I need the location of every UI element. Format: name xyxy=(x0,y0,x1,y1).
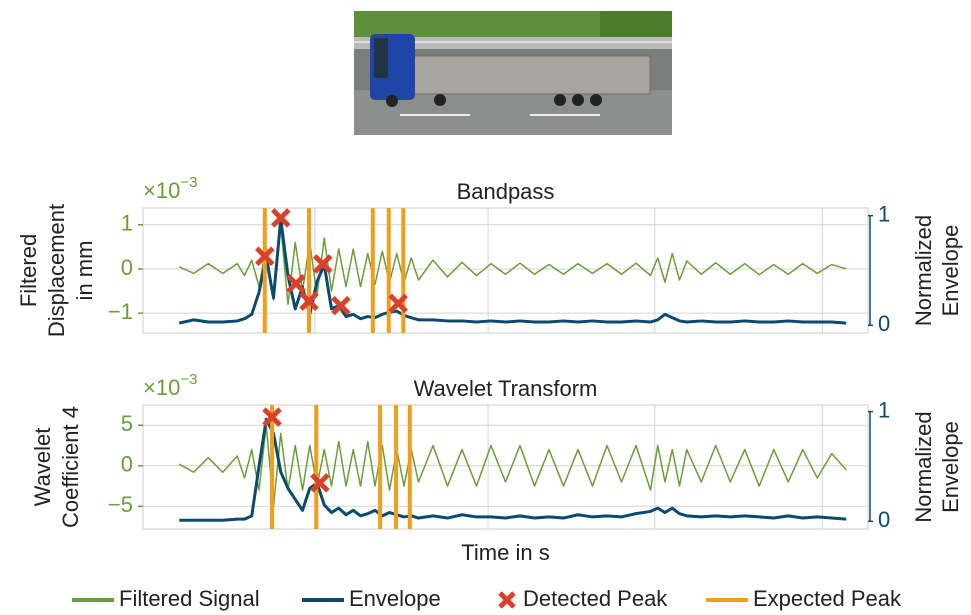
y2-axis-label: Envelope xyxy=(938,225,963,317)
y-axis-label: Wavelet xyxy=(30,428,55,507)
y-axis-label: Filtered xyxy=(16,234,41,307)
truck-photo xyxy=(354,11,672,135)
figure: Filtered Signal Envelope Detected Peak Expe… xyxy=(0,0,971,615)
offset-base: ×10 xyxy=(143,178,180,203)
y-tick-label: 5 xyxy=(121,411,133,436)
legend: Filtered Signal Envelope Detected Peak Expe… xyxy=(72,586,902,611)
legend-label: Filtered Signal xyxy=(119,586,260,611)
legend-swatch xyxy=(500,593,514,607)
offset-exponent: −3 xyxy=(180,371,197,388)
y2-tick-label: 1 xyxy=(878,201,890,226)
y2-tick-label: 0 xyxy=(878,507,890,532)
y-axis-label: in mm xyxy=(72,241,97,301)
y-axis-label: Displacement xyxy=(44,204,69,337)
envelope-line xyxy=(179,419,846,520)
offset-text: ×10−3 xyxy=(143,174,197,203)
offset-exponent: −3 xyxy=(180,174,197,191)
y2-axis-label: Normalized xyxy=(911,215,936,326)
y2-tick-label: 0 xyxy=(878,311,890,336)
y-tick-label: 0 xyxy=(121,255,133,280)
y-axis-label: Coefficient 4 xyxy=(58,406,83,528)
y-tick-label: 1 xyxy=(121,211,133,236)
x-axis-label: Time in s xyxy=(461,540,549,565)
offset-base: ×10 xyxy=(143,375,180,400)
y-tick-label: −5 xyxy=(108,492,133,517)
subplot-title: Wavelet Transform xyxy=(414,376,598,401)
legend-label: Envelope xyxy=(349,586,441,611)
offset-text: ×10−3 xyxy=(143,371,197,400)
subplot-title: Bandpass xyxy=(457,179,555,204)
y-tick-label: 0 xyxy=(121,452,133,477)
legend-label: Detected Peak xyxy=(523,586,668,611)
legend-label: Expected Peak xyxy=(753,586,902,611)
y2-axis-label: Envelope xyxy=(938,421,963,513)
y2-tick-label: 1 xyxy=(878,397,890,422)
envelope-line xyxy=(179,219,846,323)
y-tick-label: −1 xyxy=(108,299,133,324)
y2-axis-label: Normalized xyxy=(911,411,936,522)
